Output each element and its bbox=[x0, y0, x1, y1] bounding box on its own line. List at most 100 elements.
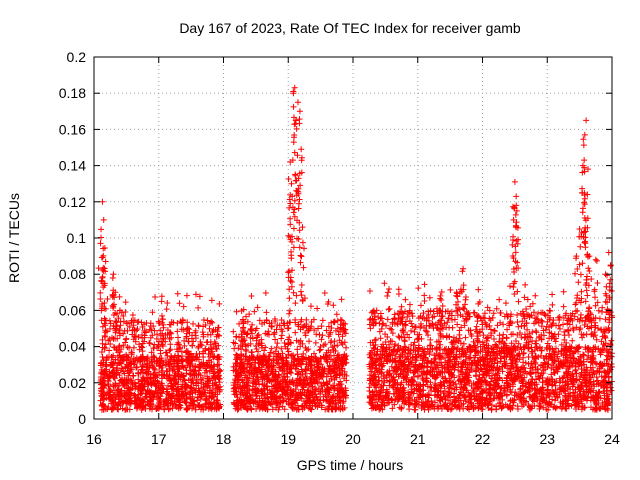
data-point bbox=[129, 331, 136, 338]
data-point bbox=[194, 394, 201, 401]
data-point bbox=[190, 320, 197, 327]
data-point bbox=[139, 397, 146, 404]
data-point bbox=[194, 354, 201, 361]
data-point bbox=[147, 380, 154, 387]
data-point bbox=[149, 402, 156, 409]
data-point bbox=[175, 405, 182, 412]
data-point bbox=[183, 399, 190, 406]
data-point bbox=[215, 402, 222, 409]
data-point bbox=[188, 399, 195, 406]
data-point bbox=[210, 370, 217, 377]
data-point bbox=[174, 290, 181, 297]
data-point bbox=[97, 397, 104, 404]
data-point bbox=[188, 379, 195, 386]
data-point bbox=[137, 402, 144, 409]
data-point bbox=[126, 324, 133, 331]
data-point bbox=[166, 335, 173, 342]
data-point bbox=[181, 342, 188, 349]
data-point bbox=[139, 324, 146, 331]
data-point bbox=[203, 361, 210, 368]
data-point bbox=[137, 369, 144, 376]
data-point bbox=[147, 398, 154, 405]
data-point bbox=[204, 375, 211, 382]
data-point bbox=[105, 378, 112, 385]
data-point bbox=[278, 335, 285, 342]
data-point bbox=[256, 381, 263, 388]
data-point bbox=[200, 363, 207, 370]
data-point bbox=[191, 364, 198, 371]
data-point bbox=[101, 332, 108, 339]
data-point bbox=[173, 346, 180, 353]
data-point bbox=[116, 396, 123, 403]
data-point bbox=[183, 406, 190, 413]
data-point bbox=[121, 380, 128, 387]
data-point bbox=[216, 300, 223, 307]
data-point bbox=[116, 293, 123, 300]
data-point bbox=[158, 364, 165, 371]
data-point bbox=[195, 356, 202, 363]
data-point bbox=[307, 377, 314, 384]
data-point bbox=[119, 405, 126, 412]
data-point bbox=[163, 349, 170, 356]
data-point bbox=[98, 348, 105, 355]
data-point bbox=[196, 401, 203, 408]
data-point bbox=[215, 366, 222, 373]
data-point bbox=[148, 349, 155, 356]
data-point bbox=[111, 375, 118, 382]
data-point bbox=[215, 342, 222, 349]
data-point bbox=[204, 317, 211, 324]
data-point bbox=[288, 369, 295, 376]
data-point bbox=[189, 357, 196, 364]
data-point bbox=[190, 353, 197, 360]
data-point bbox=[134, 395, 141, 402]
data-point bbox=[114, 356, 121, 363]
data-point bbox=[130, 344, 137, 351]
data-point bbox=[135, 334, 142, 341]
data-point bbox=[144, 388, 151, 395]
data-point bbox=[162, 331, 169, 338]
data-point bbox=[180, 326, 187, 333]
data-point bbox=[118, 360, 125, 367]
data-point bbox=[138, 343, 145, 350]
data-point bbox=[116, 380, 123, 387]
data-point bbox=[146, 391, 153, 398]
data-point bbox=[156, 398, 163, 405]
data-point bbox=[211, 405, 218, 412]
data-point bbox=[126, 369, 133, 376]
data-point bbox=[166, 377, 173, 384]
data-point bbox=[163, 306, 170, 313]
data-point bbox=[208, 401, 215, 408]
data-point bbox=[141, 383, 148, 390]
data-point bbox=[214, 331, 221, 338]
data-point bbox=[183, 370, 190, 377]
data-point bbox=[110, 383, 117, 390]
data-point bbox=[134, 326, 141, 333]
data-point bbox=[132, 356, 139, 363]
data-point bbox=[311, 350, 318, 357]
data-point bbox=[330, 319, 337, 326]
data-point bbox=[249, 321, 256, 328]
data-point bbox=[183, 292, 190, 299]
data-point bbox=[208, 394, 215, 401]
data-point bbox=[135, 318, 142, 325]
data-point bbox=[132, 338, 139, 345]
data-point bbox=[97, 373, 104, 380]
data-point bbox=[142, 393, 149, 400]
data-point bbox=[202, 387, 209, 394]
data-point bbox=[137, 356, 144, 363]
data-point bbox=[122, 406, 129, 413]
data-point bbox=[107, 340, 114, 347]
data-point bbox=[164, 352, 171, 359]
data-point bbox=[158, 380, 165, 387]
data-point bbox=[269, 389, 276, 396]
data-point bbox=[195, 385, 202, 392]
data-point bbox=[135, 391, 142, 398]
data-point bbox=[200, 391, 207, 398]
data-point bbox=[200, 402, 207, 409]
data-point bbox=[267, 349, 274, 356]
data-point bbox=[120, 342, 127, 349]
data-point bbox=[160, 335, 167, 342]
data-point bbox=[164, 402, 171, 409]
data-point bbox=[181, 383, 188, 390]
